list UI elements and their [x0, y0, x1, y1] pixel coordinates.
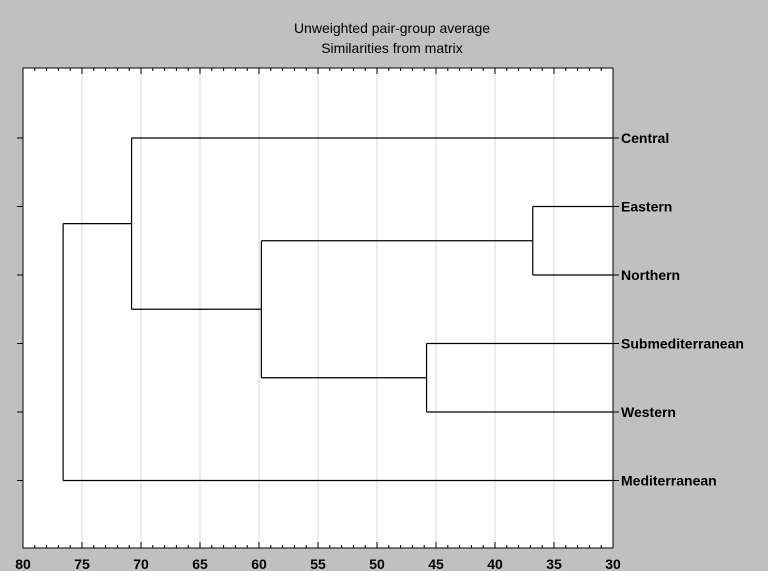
leaf-label: Submediterranean	[621, 336, 744, 352]
x-tick-label: 30	[605, 556, 621, 571]
x-tick-label: 35	[546, 556, 562, 571]
x-tick-labels: 80 75 70 65 60 55 50 45 40 35 30	[15, 556, 621, 571]
leaf-label: Eastern	[621, 199, 672, 215]
x-tick-label: 70	[133, 556, 149, 571]
x-tick-label: 60	[251, 556, 267, 571]
leaf-label: Northern	[621, 267, 680, 283]
x-tick-label: 50	[369, 556, 385, 571]
x-tick-label: 75	[74, 556, 90, 571]
x-tick-label: 45	[428, 556, 444, 571]
x-tick-label: 40	[487, 556, 503, 571]
leaf-label: Mediterranean	[621, 473, 717, 489]
x-tick-label: 65	[192, 556, 208, 571]
leaf-labels: Central Eastern Northern Submediterranean We…	[621, 130, 744, 489]
leaf-label: Central	[621, 130, 669, 146]
x-tick-label: 55	[310, 556, 326, 571]
chart-subtitle: Similarities from matrix	[321, 40, 463, 56]
leaf-label: Western	[621, 404, 676, 420]
x-tick-label: 80	[15, 556, 31, 571]
chart-title: Unweighted pair-group average	[294, 20, 490, 36]
